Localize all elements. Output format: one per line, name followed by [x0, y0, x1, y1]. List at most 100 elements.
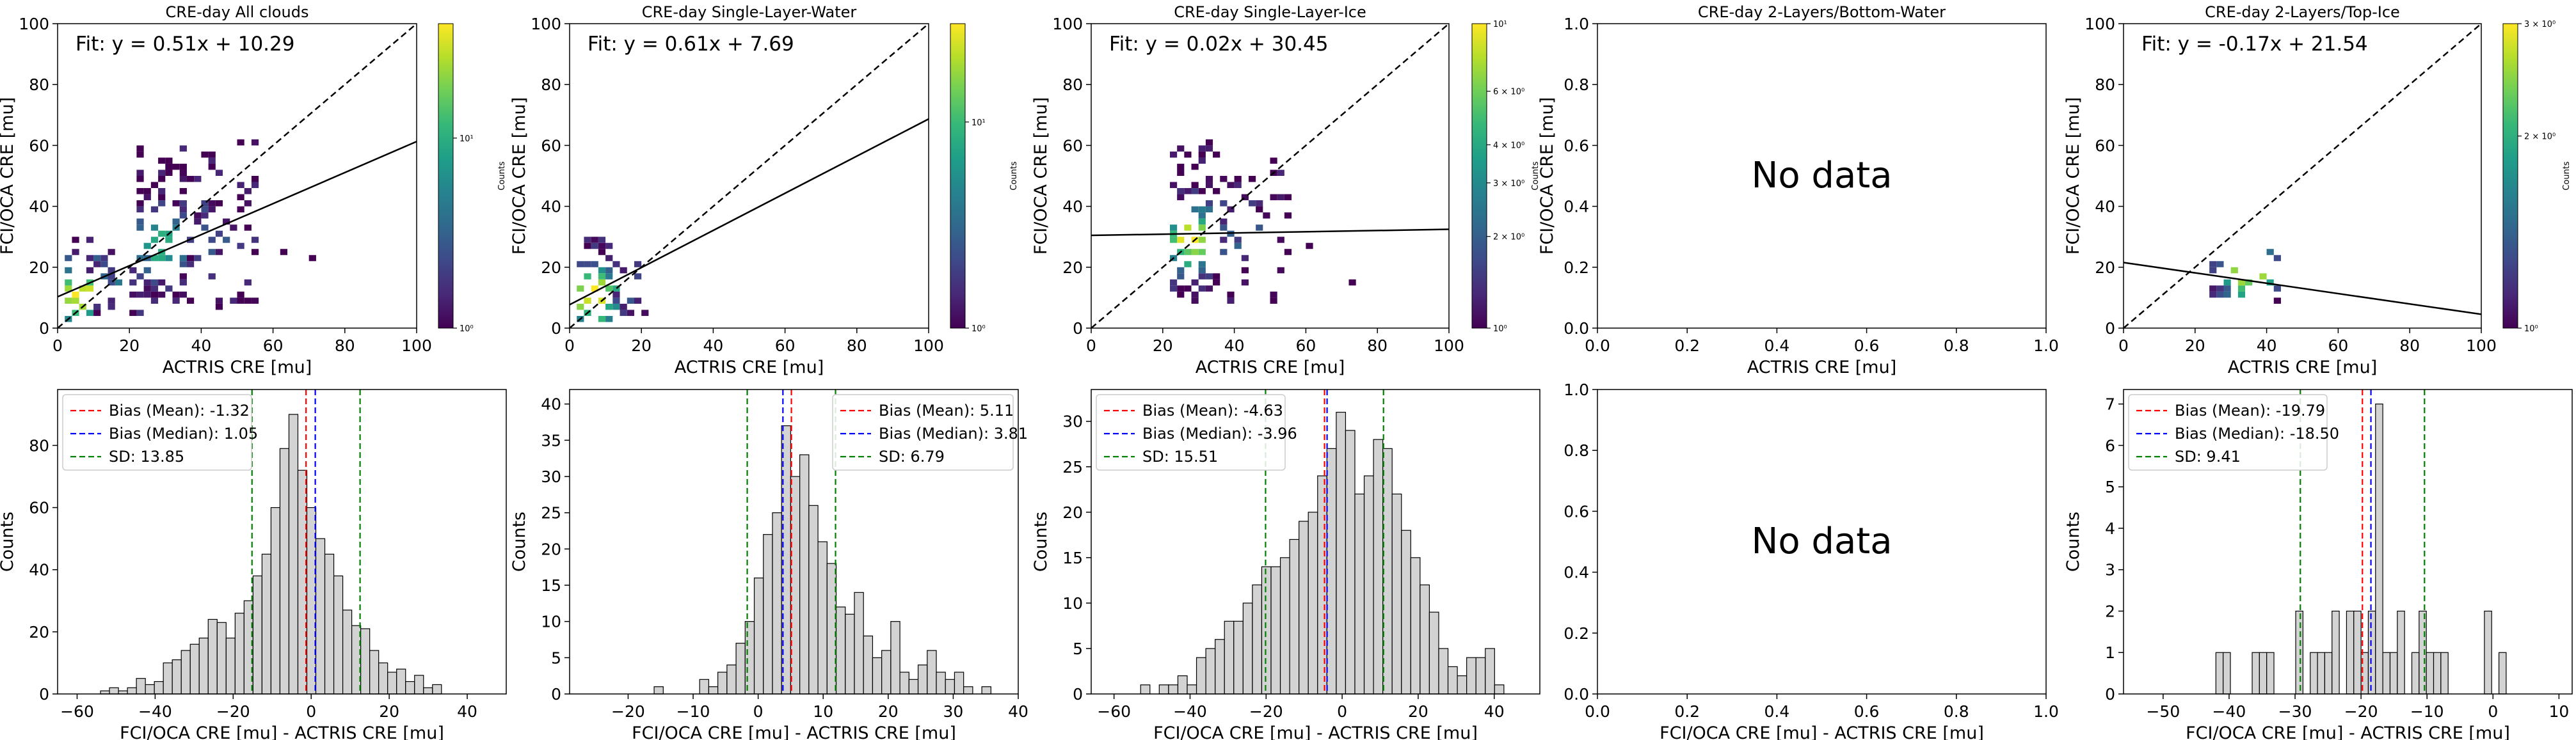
heatmap-cell [2223, 285, 2231, 292]
heatmap-cell [172, 218, 180, 225]
heatmap-cell [1198, 273, 1206, 279]
heatmap-cell [627, 310, 634, 316]
colorbar-tick-label: 2 × 10⁰ [2524, 132, 2556, 142]
heatmap-cell [605, 285, 613, 292]
chart-title: CRE-day All clouds [166, 3, 309, 21]
heatmap-cell [620, 310, 627, 316]
heatmap-cell [158, 176, 166, 182]
heatmap-cell [237, 139, 244, 146]
legend-entry: Bias (Mean): 5.11 [879, 402, 1014, 420]
heatmap-cell [1191, 206, 1199, 213]
heatmap-cell [72, 291, 79, 298]
y-tick-label: 40 [29, 198, 49, 216]
fit-equation: Fit: y = -0.17x + 21.54 [2141, 33, 2368, 56]
heatmap-cell [2259, 273, 2267, 279]
heatmap-cell [165, 163, 173, 170]
heatmap-cell [129, 267, 137, 274]
heatmap-cell [1284, 249, 1292, 255]
x-tick-label: 1.0 [2033, 702, 2059, 721]
colorbar-label: Counts [1531, 161, 1540, 191]
heatmap-cell [1348, 279, 1356, 286]
heatmap-cell [1198, 267, 1206, 274]
histogram-bar [1270, 566, 1281, 695]
y-tick-label: 30 [541, 468, 561, 486]
heatmap-cell [1198, 212, 1206, 219]
heatmap-cell [129, 310, 137, 316]
y-tick-label: 60 [2095, 136, 2115, 155]
heatmap-cell [598, 273, 606, 279]
y-tick-label: 10 [541, 613, 561, 631]
x-axis-label: ACTRIS CRE [mu] [1196, 358, 1345, 377]
heatmap-cell [136, 188, 144, 194]
x-tick-label: 80 [1367, 336, 1388, 355]
x-axis-label: ACTRIS CRE [mu] [163, 358, 312, 377]
heatmap-cell [1169, 182, 1178, 189]
histogram-bar [180, 650, 191, 695]
heatmap-cell [598, 249, 606, 255]
y-tick-label: 4 [2105, 519, 2115, 538]
heatmap-cell [2216, 291, 2224, 298]
heatmap-cell [1284, 212, 1292, 219]
y-tick-label: 20 [2095, 258, 2115, 277]
heatmap-cell [1220, 249, 1228, 255]
heatmap-cell [158, 188, 166, 194]
x-tick-label: 0 [52, 336, 63, 355]
x-tick-label: 20 [2185, 336, 2205, 355]
heatmap-cell [1205, 145, 1213, 152]
histogram-bar [306, 507, 317, 695]
heatmap-cell [1234, 182, 1242, 189]
histogram-bar [1326, 448, 1337, 695]
heatmap-cell [179, 291, 187, 298]
colorbar-label: Counts [497, 161, 507, 191]
y-tick-label: 80 [2095, 75, 2115, 94]
colorbar [438, 23, 454, 329]
histogram-bar [881, 650, 892, 695]
histogram-bar [1485, 648, 1495, 695]
heatmap-cell [1177, 285, 1185, 292]
heatmap-cell [158, 255, 166, 262]
heatmap-cell [244, 224, 252, 231]
heatmap-cell [100, 261, 108, 267]
plot-area [1091, 24, 1449, 328]
colorbar-label: Counts [2562, 161, 2572, 191]
histogram-bar [2389, 652, 2398, 695]
y-tick-label: 0.0 [1564, 319, 1589, 338]
y-tick-label: 100 [19, 15, 49, 33]
histogram-bar [2484, 610, 2492, 695]
histogram-bar [2215, 652, 2224, 695]
y-tick-label: 1 [2105, 643, 2115, 662]
heatmap-cell [108, 267, 115, 274]
heatmap-cell [584, 237, 591, 243]
chart-hist-top-ice: −50 −40 −30 −20 −10 0 10 0 1 2 3 4 5 6 7 FCI/OCA CRE [m… [2063, 389, 2573, 740]
heatmap-cell [158, 169, 166, 176]
fit-equation: Fit: y = 0.02x + 30.45 [1109, 33, 1328, 56]
heatmap-cell [1198, 249, 1206, 255]
heatmap-cell [165, 157, 173, 164]
histogram-bar [753, 578, 764, 695]
heatmap-cell [598, 279, 606, 286]
y-tick-label: 60 [1062, 136, 1083, 155]
legend-entry: Bias (Median): 3.81 [879, 425, 1028, 443]
heatmap-cell [584, 297, 591, 304]
histogram-bar [2317, 652, 2326, 695]
heatmap-cell [237, 297, 244, 304]
heatmap-cell [1284, 194, 1292, 201]
y-tick-label: 5 [551, 649, 561, 667]
heatmap-cell [251, 249, 259, 255]
axes-frame [1597, 23, 2047, 329]
heatmap-cell [194, 218, 202, 225]
x-tick-label: 30 [943, 702, 963, 721]
x-tick-label: 0.6 [1854, 702, 1880, 721]
y-tick-label: 0.8 [1564, 75, 1589, 94]
heatmap-cell [143, 194, 151, 201]
heatmap-cell [150, 285, 159, 292]
heatmap-cell [1184, 188, 1192, 194]
legend-entry: Bias (Mean): -1.32 [109, 402, 250, 420]
histogram-bar [817, 541, 828, 695]
y-tick-label: 25 [541, 504, 561, 523]
histogram-bar [717, 672, 728, 695]
histogram-bar [1447, 666, 1458, 695]
y-tick-label: 100 [531, 15, 561, 33]
heatmap-cell [72, 297, 79, 304]
heatmap-cell [1205, 273, 1213, 279]
